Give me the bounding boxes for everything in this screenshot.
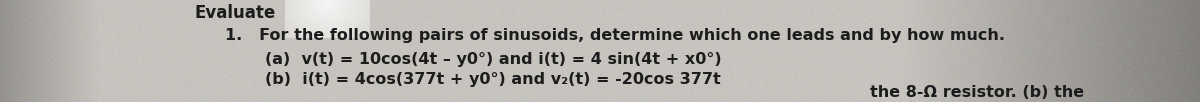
- Text: (a)  v(t) = 10cos(4t – y0°) and i(t) = 4 sin(4t + x0°): (a) v(t) = 10cos(4t – y0°) and i(t) = 4 …: [265, 52, 721, 67]
- Text: (b)  i(t) = 4cos(377t + y0°) and v₂(t) = -20cos 377t: (b) i(t) = 4cos(377t + y0°) and v₂(t) = …: [265, 72, 721, 87]
- Text: 1.   For the following pairs of sinusoids, determine which one leads and by how : 1. For the following pairs of sinusoids,…: [226, 28, 1006, 43]
- Text: Evaluate: Evaluate: [194, 4, 276, 22]
- Text: the 8-Ω resistor. (b) the: the 8-Ω resistor. (b) the: [870, 85, 1084, 100]
